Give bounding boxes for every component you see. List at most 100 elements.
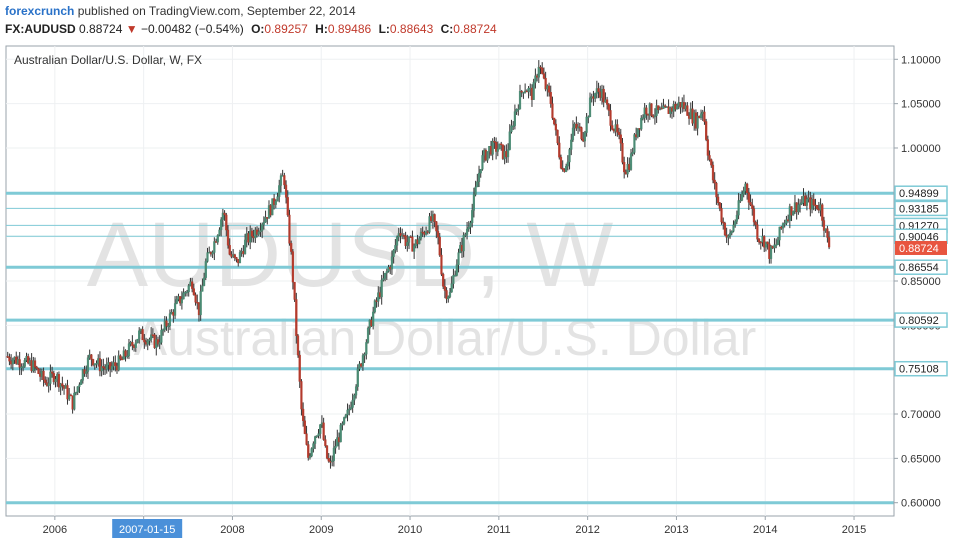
- chart-title: Australian Dollar/U.S. Dollar, W, FX: [14, 53, 202, 67]
- candle-up: [413, 245, 416, 252]
- candle-down: [324, 439, 327, 446]
- candle-up: [73, 392, 76, 410]
- candle-up: [138, 330, 141, 340]
- candle-down: [165, 320, 168, 327]
- candle-down: [27, 356, 30, 364]
- candle-up: [662, 105, 665, 109]
- time-tick-label: 2012: [575, 524, 599, 536]
- candle-up: [740, 194, 744, 201]
- candle-down: [192, 288, 195, 296]
- candle-down: [303, 420, 306, 434]
- candle-up: [264, 217, 267, 223]
- watermark-name: Australian Dollar/U.S. Dollar: [134, 310, 756, 366]
- time-tick-label: 2015: [842, 524, 866, 536]
- candle-up: [167, 325, 170, 328]
- level-label: 0.75108: [899, 364, 939, 376]
- candle-up: [407, 236, 411, 243]
- candle-down: [822, 220, 826, 231]
- candle-up: [734, 221, 737, 226]
- candle-up: [100, 366, 103, 372]
- candle-down: [720, 208, 723, 223]
- candle-up: [78, 384, 81, 387]
- candle-up: [182, 292, 185, 300]
- candle-up: [204, 261, 207, 278]
- candle-down: [766, 241, 769, 245]
- candle-up: [173, 303, 177, 316]
- candle-down: [296, 335, 300, 356]
- level-label: 0.80592: [899, 315, 939, 327]
- down-arrow-icon: ▼: [125, 22, 138, 36]
- candle-up: [180, 298, 183, 304]
- candle-up: [513, 111, 516, 126]
- candle-up: [372, 311, 375, 327]
- candle-up: [565, 165, 568, 172]
- candle-up: [11, 359, 14, 365]
- candle-up: [696, 115, 699, 129]
- candle-up: [354, 386, 358, 396]
- candle-down: [539, 66, 542, 69]
- candle-down: [597, 88, 600, 93]
- candle-up: [221, 212, 224, 220]
- candle-down: [435, 221, 438, 232]
- candle-down: [191, 281, 194, 289]
- candle-up: [175, 299, 178, 304]
- candle-down: [578, 126, 581, 128]
- candle-up: [699, 113, 703, 119]
- candle-up: [117, 355, 120, 371]
- candle-up: [465, 228, 469, 235]
- candle-down: [621, 142, 624, 163]
- level-label: 0.86554: [899, 262, 939, 274]
- candle-down: [828, 237, 831, 248]
- candle-up: [199, 291, 202, 316]
- candle-down: [109, 362, 112, 370]
- candle-up: [515, 108, 518, 112]
- candle-up: [737, 200, 740, 216]
- candle-down: [223, 212, 226, 216]
- candle-up: [395, 236, 399, 246]
- price-tick-label: 0.85000: [901, 276, 941, 288]
- candle-up: [206, 252, 209, 262]
- candle-down: [713, 179, 716, 184]
- candle-up: [134, 342, 137, 348]
- candle-up: [498, 143, 501, 150]
- candle-down: [611, 125, 614, 130]
- candle-down: [290, 243, 293, 252]
- candle-up: [47, 383, 50, 386]
- candle-down: [747, 192, 750, 203]
- candle-down: [520, 90, 523, 93]
- candle-down: [288, 214, 291, 244]
- candle-up: [382, 278, 385, 281]
- candle-down: [754, 221, 757, 225]
- candle-up: [585, 116, 588, 133]
- price-tick-label: 0.70000: [901, 409, 941, 421]
- candle-up: [571, 127, 575, 141]
- candle-up: [727, 235, 730, 238]
- candle-up: [394, 245, 397, 251]
- candle-up: [742, 190, 745, 195]
- candle-up: [262, 221, 265, 225]
- candle-down: [305, 433, 308, 445]
- horizontal-levels: [6, 191, 894, 505]
- price-tick-label: 0.65000: [901, 453, 941, 465]
- candle-up: [76, 386, 79, 393]
- candle-up: [798, 203, 802, 206]
- candle-up: [216, 235, 219, 243]
- candle-down: [436, 230, 440, 238]
- candle-down: [708, 155, 711, 160]
- candle-up: [271, 198, 274, 216]
- candle-up: [310, 448, 313, 457]
- candle-down: [42, 370, 45, 381]
- candle-down: [283, 175, 286, 186]
- candle-down: [619, 134, 622, 144]
- candle-down: [606, 99, 609, 105]
- candle-up: [136, 338, 139, 344]
- candle-down: [298, 354, 301, 382]
- candle-up: [594, 93, 597, 99]
- brand-link[interactable]: forexcrunch: [5, 4, 75, 18]
- candle-up: [496, 148, 499, 152]
- candle-down: [756, 224, 759, 240]
- candle-up: [366, 328, 370, 343]
- candle-up: [518, 90, 522, 110]
- candle-up: [471, 210, 474, 224]
